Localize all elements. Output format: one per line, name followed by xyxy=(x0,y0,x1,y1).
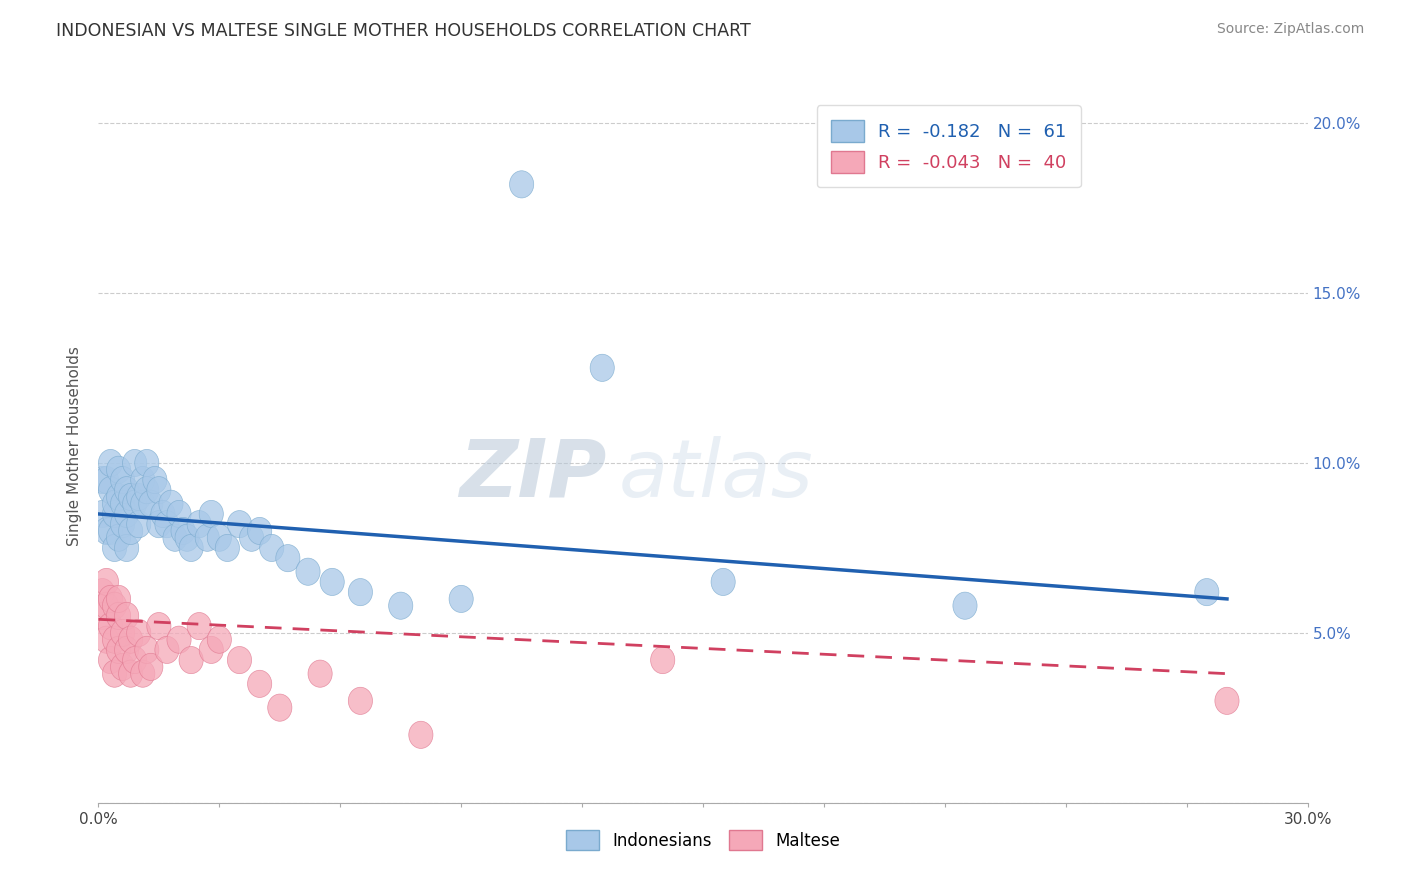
Text: atlas: atlas xyxy=(619,435,813,514)
Text: ZIP: ZIP xyxy=(458,435,606,514)
Text: Source: ZipAtlas.com: Source: ZipAtlas.com xyxy=(1216,22,1364,37)
Text: INDONESIAN VS MALTESE SINGLE MOTHER HOUSEHOLDS CORRELATION CHART: INDONESIAN VS MALTESE SINGLE MOTHER HOUS… xyxy=(56,22,751,40)
Y-axis label: Single Mother Households: Single Mother Households xyxy=(67,346,83,546)
Legend: Indonesians, Maltese: Indonesians, Maltese xyxy=(558,822,848,859)
